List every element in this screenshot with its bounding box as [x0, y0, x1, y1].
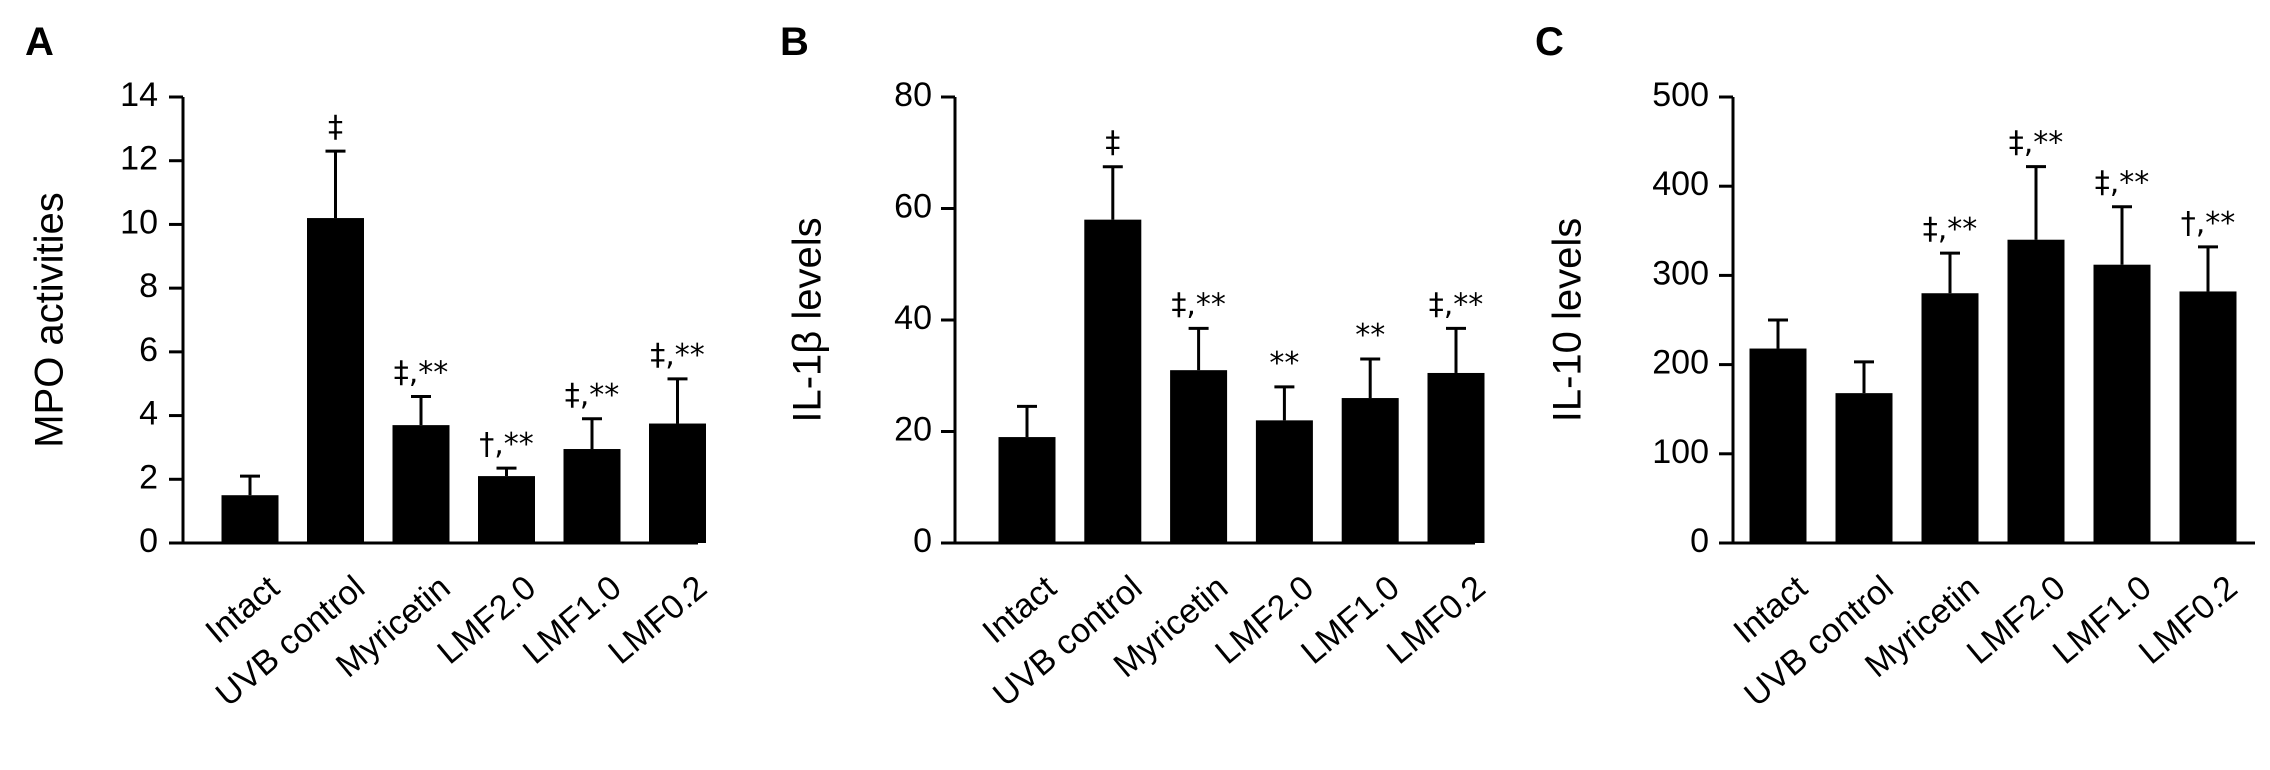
bar — [563, 449, 621, 543]
y-tick-label: 100 — [1652, 433, 1709, 471]
y-tick-label: 8 — [139, 267, 158, 305]
y-tick-label: 0 — [1690, 522, 1709, 560]
bar — [1341, 398, 1399, 543]
bar — [1749, 348, 1807, 543]
significance-label: †,** — [2181, 206, 2236, 241]
significance-label: †,** — [479, 427, 534, 462]
y-tick-label: 4 — [139, 395, 158, 433]
bar — [392, 425, 450, 543]
significance-label: ‡ — [1105, 126, 1120, 161]
bar — [1921, 293, 1979, 543]
y-tick-label: 12 — [120, 140, 158, 178]
significance-label: ‡,** — [650, 338, 705, 373]
significance-label: ‡ — [328, 110, 343, 145]
x-tick-label: LMF1.0 — [1294, 568, 1407, 671]
significance-label: ‡,** — [394, 355, 449, 390]
y-tick-label: 6 — [139, 331, 158, 369]
x-tick-label: LMF2.0 — [1208, 568, 1321, 671]
bar — [307, 218, 364, 544]
x-tick-label: LMF0.2 — [601, 568, 714, 671]
significance-label: ‡,** — [1171, 287, 1226, 322]
bar — [221, 495, 279, 543]
bar — [1084, 219, 1142, 543]
bar — [1255, 420, 1313, 543]
y-tick-label: 300 — [1652, 254, 1709, 292]
bar — [649, 423, 706, 543]
panel-letter: A — [25, 20, 54, 64]
bar — [1170, 370, 1228, 543]
x-tick-label: LMF2.0 — [1960, 568, 2073, 671]
y-tick-label: 40 — [894, 299, 932, 337]
x-tick-label: LMF0.2 — [2132, 568, 2245, 671]
bar — [2093, 264, 2151, 543]
y-axis-label: IL-10 levels — [1546, 218, 1590, 423]
y-tick-label: 60 — [894, 187, 932, 225]
y-tick-label: 200 — [1652, 344, 1709, 382]
y-tick-label: 500 — [1652, 76, 1709, 114]
x-tick-label: LMF1.0 — [2046, 568, 2159, 671]
significance-label: ‡,** — [2095, 166, 2150, 201]
y-tick-label: 10 — [120, 203, 158, 241]
bar — [998, 437, 1056, 543]
bar — [478, 476, 535, 543]
x-tick-label: LMF0.2 — [1380, 568, 1493, 671]
y-tick-label: 2 — [139, 458, 158, 496]
y-tick-label: 20 — [894, 410, 932, 448]
y-axis-label: IL-1β levels — [786, 217, 830, 422]
significance-label: ** — [1269, 346, 1299, 381]
significance-label: ‡,** — [1923, 212, 1978, 247]
y-axis-label: MPO activities — [28, 192, 72, 448]
significance-label: ‡,** — [1429, 287, 1484, 322]
bar — [2007, 239, 2065, 543]
bar — [2179, 291, 2237, 543]
y-tick-label: 14 — [120, 76, 158, 114]
y-tick-label: 400 — [1652, 165, 1709, 203]
panel-letter: B — [780, 20, 809, 64]
y-tick-label: 80 — [894, 76, 932, 114]
y-tick-label: 0 — [139, 522, 158, 560]
significance-label: ‡,** — [565, 378, 620, 413]
panel-letter: C — [1535, 20, 1564, 64]
significance-label: ** — [1355, 318, 1385, 353]
significance-label: ‡,** — [2009, 126, 2064, 161]
bar — [1427, 372, 1485, 543]
bar — [1835, 393, 1893, 543]
y-tick-label: 0 — [913, 522, 932, 560]
